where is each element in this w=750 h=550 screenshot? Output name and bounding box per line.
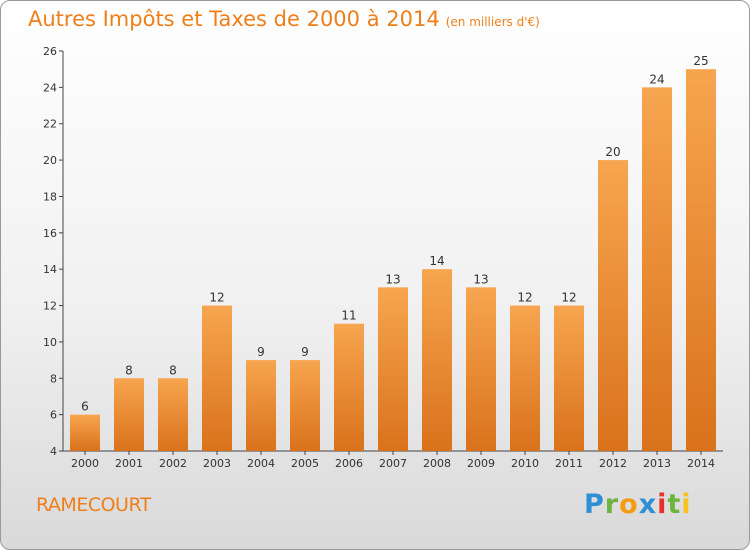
logo-letter: P: [584, 489, 605, 520]
data-label: 11: [341, 309, 356, 323]
x-tick-label: 2006: [335, 457, 363, 470]
data-label: 12: [209, 291, 224, 305]
x-tick-label: 2002: [159, 457, 187, 470]
bar: [510, 305, 540, 451]
bar: [290, 360, 320, 451]
y-tick-label: 6: [50, 409, 57, 422]
data-label: 25: [693, 54, 708, 68]
bar: [378, 287, 408, 451]
data-label: 13: [385, 272, 400, 286]
chart-subtitle: (en milliers d'€): [445, 15, 540, 29]
y-tick-label: 4: [50, 445, 57, 458]
bar: [554, 305, 584, 451]
data-label: 13: [473, 272, 488, 286]
data-label: 20: [605, 145, 620, 159]
data-label: 9: [301, 345, 309, 359]
x-tick-label: 2011: [555, 457, 583, 470]
chart-title-text: Autres Impôts et Taxes de 2000 à 2014: [28, 7, 440, 31]
bar: [202, 305, 232, 451]
bar: [158, 378, 188, 451]
bar: [466, 287, 496, 451]
logo-letter: i: [657, 489, 668, 520]
data-label: 12: [517, 291, 532, 305]
x-tick-label: 2009: [467, 457, 495, 470]
x-tick-label: 2010: [511, 457, 539, 470]
y-tick-label: 26: [43, 45, 57, 58]
x-tick-label: 2008: [423, 457, 451, 470]
town-name: RAMECOURT: [36, 494, 151, 516]
bar: [598, 160, 628, 451]
y-tick-label: 18: [43, 190, 57, 203]
bar: [246, 360, 276, 451]
data-label: 6: [81, 400, 89, 414]
y-tick-label: 12: [43, 300, 57, 313]
bar: [334, 323, 364, 451]
data-label: 24: [649, 72, 664, 86]
logo-letter: o: [619, 489, 639, 520]
data-label: 8: [169, 363, 177, 377]
bar: [70, 414, 100, 451]
x-tick-label: 2014: [687, 457, 715, 470]
logo-letter: t: [667, 489, 682, 520]
y-tick-label: 22: [43, 118, 57, 131]
x-tick-label: 2004: [247, 457, 275, 470]
y-tick-label: 10: [43, 336, 57, 349]
y-tick-label: 14: [43, 263, 57, 276]
logo-letter: x: [638, 489, 658, 520]
y-tick-label: 8: [50, 372, 57, 385]
x-tick-label: 2013: [643, 457, 671, 470]
proxiti-logo: Proxiti: [584, 489, 692, 520]
x-tick-label: 2005: [291, 457, 319, 470]
x-tick-label: 2012: [599, 457, 627, 470]
y-tick-label: 16: [43, 227, 57, 240]
data-label: 8: [125, 363, 133, 377]
chart-title: Autres Impôts et Taxes de 2000 à 2014 (en…: [28, 7, 540, 31]
x-tick-label: 2003: [203, 457, 231, 470]
y-tick-label: 20: [43, 154, 57, 167]
x-tick-label: 2007: [379, 457, 407, 470]
bar: [686, 69, 716, 451]
logo-letter: r: [604, 489, 620, 520]
data-label: 12: [561, 291, 576, 305]
x-tick-label: 2001: [115, 457, 143, 470]
y-tick-label: 24: [43, 81, 57, 94]
x-tick-label: 2000: [71, 457, 99, 470]
bar: [114, 378, 144, 451]
data-label: 14: [429, 254, 444, 268]
logo-letter: i: [681, 489, 692, 520]
bar: [642, 87, 672, 451]
bar: [422, 269, 452, 451]
data-label: 9: [257, 345, 265, 359]
